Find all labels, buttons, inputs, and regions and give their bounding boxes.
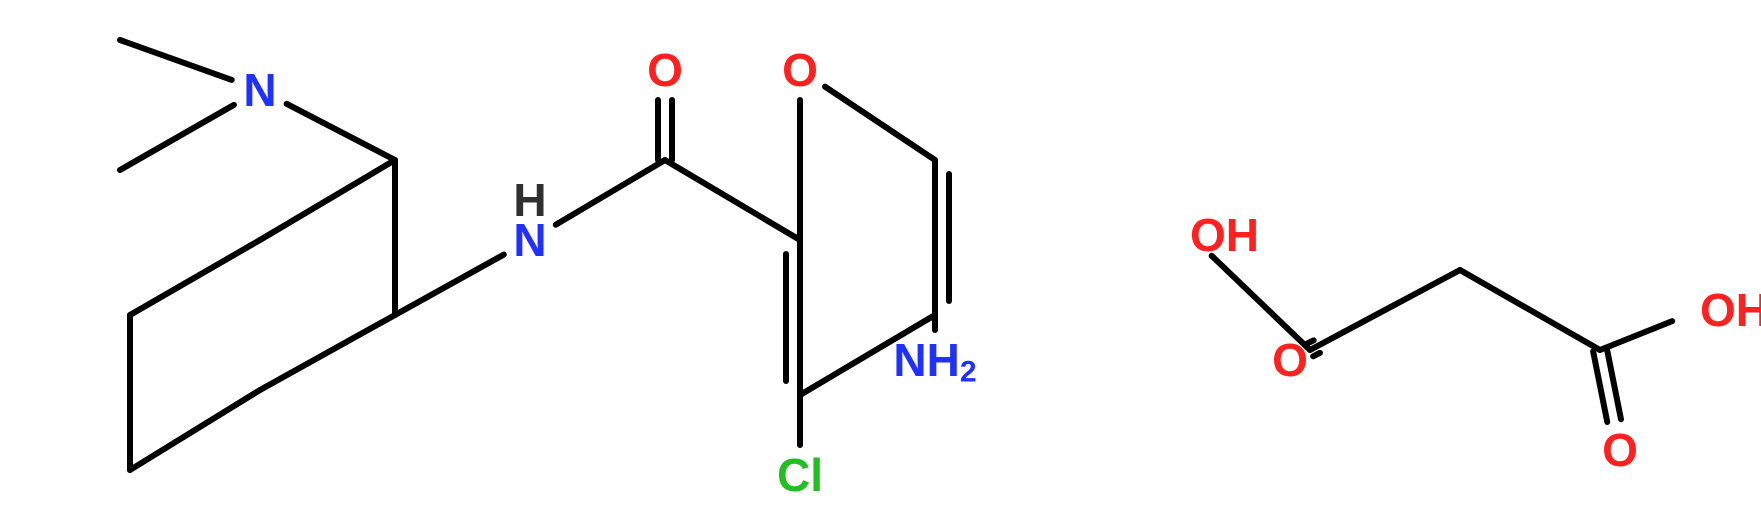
svg-text:O: O	[1602, 424, 1638, 476]
svg-text:O: O	[1272, 334, 1308, 386]
svg-text:H: H	[513, 174, 546, 226]
svg-text:OH: OH	[1190, 209, 1259, 261]
svg-text:N: N	[243, 64, 276, 116]
svg-text:O: O	[782, 44, 818, 96]
svg-text:O: O	[647, 44, 683, 96]
svg-text:Cl: Cl	[777, 449, 823, 501]
svg-text:OH: OH	[1700, 284, 1761, 336]
svg-text:NH2: NH2	[893, 334, 976, 388]
